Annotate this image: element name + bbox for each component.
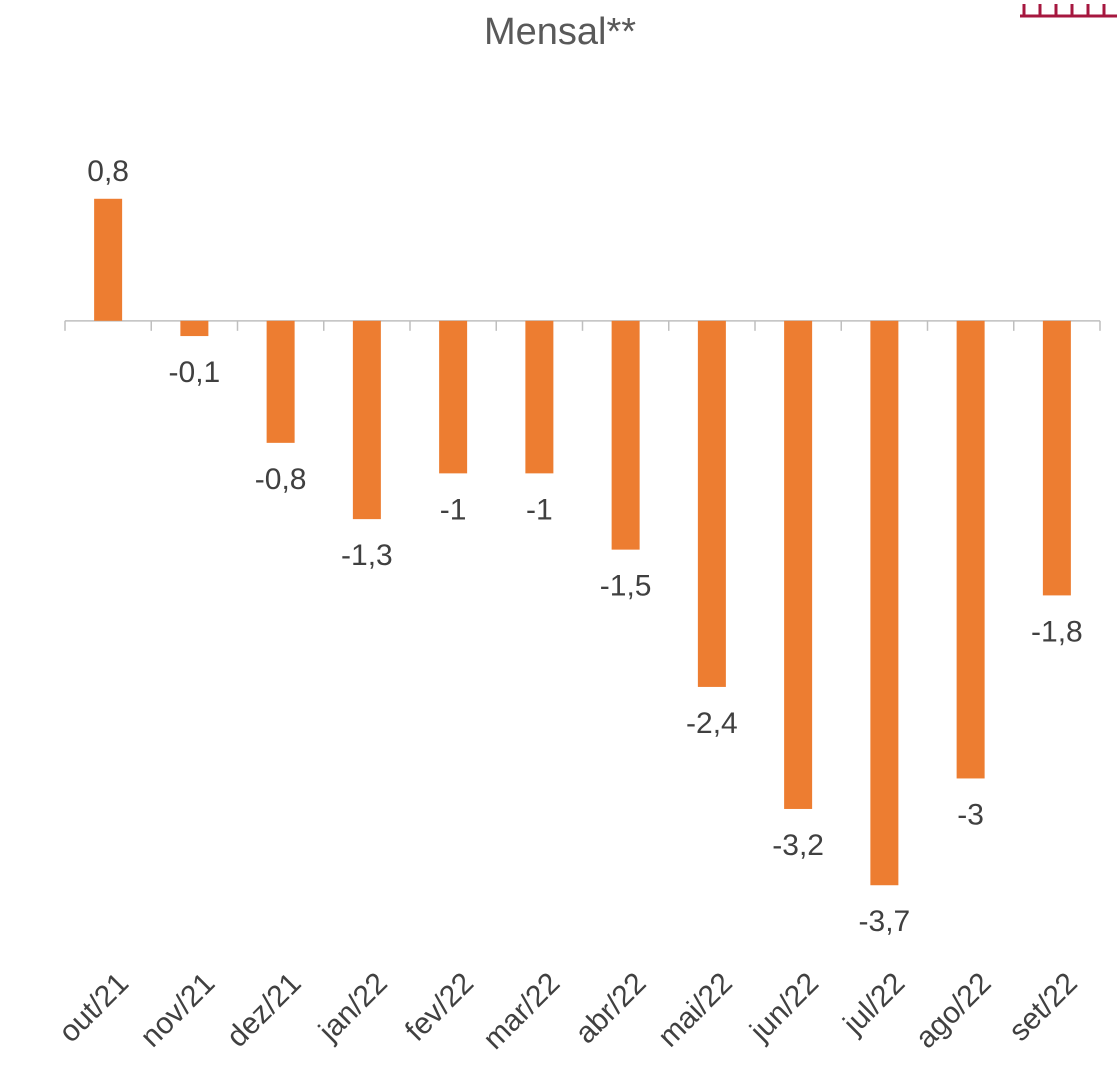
x-tick-label: out/21 (53, 967, 135, 1049)
data-label: -1,8 (1031, 615, 1083, 648)
data-label: -1,5 (600, 570, 652, 603)
x-tick-label: ago/22 (909, 967, 997, 1055)
corner-decoration (1020, 4, 1117, 18)
bar (870, 320, 899, 886)
data-label: -1 (440, 493, 467, 526)
data-label: -0,1 (169, 356, 221, 389)
data-label: -3,7 (859, 905, 911, 938)
x-tick-label: fev/22 (399, 967, 480, 1048)
chart-title: Mensal** (484, 11, 636, 53)
x-tick-label: dez/21 (221, 967, 308, 1054)
data-label: -1 (526, 493, 553, 526)
x-tick-label: set/22 (1003, 967, 1084, 1048)
x-tick-label: jun/22 (743, 967, 825, 1049)
data-label: -0,8 (255, 463, 307, 496)
x-tick-label: abr/22 (569, 967, 652, 1050)
x-tick-label: mar/22 (477, 967, 566, 1056)
data-label: -1,3 (341, 539, 393, 572)
bar (1042, 320, 1071, 596)
bar (439, 320, 468, 474)
x-tick-label: mai/22 (652, 967, 739, 1054)
data-label: -2,4 (686, 707, 738, 740)
bar (697, 320, 726, 687)
data-label: -3 (957, 798, 984, 831)
bar (784, 320, 813, 809)
bar (525, 320, 554, 474)
bar (266, 320, 295, 443)
bar (352, 320, 381, 520)
bar (94, 198, 123, 321)
bar (611, 320, 640, 550)
bar (956, 320, 985, 779)
data-label: 0,8 (87, 155, 129, 188)
x-tick-label: jul/22 (837, 967, 912, 1042)
data-label: -3,2 (772, 829, 824, 862)
x-tick-label: nov/21 (134, 967, 221, 1054)
x-tick-label: jan/22 (312, 967, 394, 1049)
bar (180, 320, 209, 337)
